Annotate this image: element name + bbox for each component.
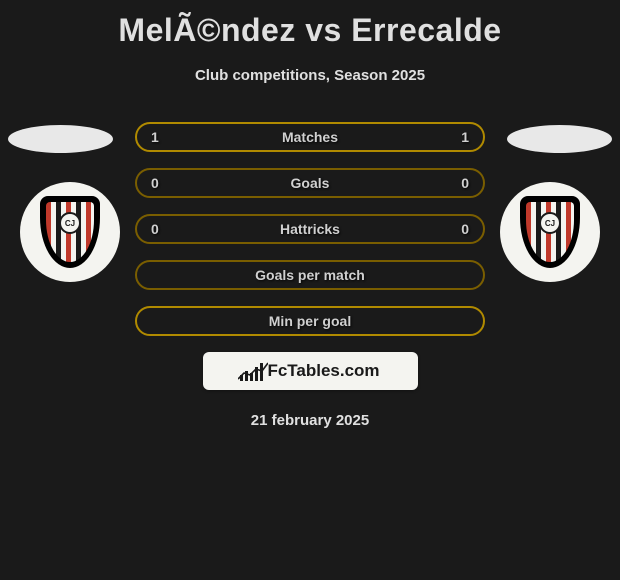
branding-text: FcTables.com bbox=[267, 361, 379, 381]
stat-row: Min per goal bbox=[135, 306, 485, 336]
stat-value-left: 1 bbox=[151, 129, 191, 145]
stat-value-left: 0 bbox=[151, 175, 191, 191]
stats-table: 1Matches10Goals00Hattricks0Goals per mat… bbox=[135, 122, 485, 336]
comparison-date: 21 february 2025 bbox=[0, 412, 620, 429]
stat-row: 0Hattricks0 bbox=[135, 214, 485, 244]
stat-value-right: 1 bbox=[429, 129, 469, 145]
stat-value-right: 0 bbox=[429, 221, 469, 237]
stat-row: Goals per match bbox=[135, 260, 485, 290]
stat-row: 1Matches1 bbox=[135, 122, 485, 152]
stat-label: Min per goal bbox=[191, 313, 429, 329]
page-subtitle: Club competitions, Season 2025 bbox=[0, 67, 620, 84]
stat-label: Goals per match bbox=[191, 267, 429, 283]
branding-badge: FcTables.com bbox=[203, 352, 418, 390]
stat-value-right: 0 bbox=[429, 175, 469, 191]
halo-right bbox=[507, 125, 612, 153]
team-logo-right: CJ bbox=[500, 182, 600, 282]
stat-value-left: 0 bbox=[151, 221, 191, 237]
shield-badge: CJ bbox=[539, 212, 561, 234]
stat-label: Goals bbox=[191, 175, 429, 191]
shield-icon: CJ bbox=[40, 196, 100, 268]
bar-chart-icon bbox=[240, 361, 263, 381]
page-title: MelÃ©ndez vs Errecalde bbox=[0, 0, 620, 49]
logo-circle: CJ bbox=[20, 182, 120, 282]
stat-label: Hattricks bbox=[191, 221, 429, 237]
comparison-content: CJ CJ 1Matches10Goals00Hattricks0Goals p… bbox=[0, 100, 620, 429]
shield-icon: CJ bbox=[520, 196, 580, 268]
stat-row: 0Goals0 bbox=[135, 168, 485, 198]
halo-left bbox=[8, 125, 113, 153]
logo-circle: CJ bbox=[500, 182, 600, 282]
stat-label: Matches bbox=[191, 129, 429, 145]
shield-badge: CJ bbox=[59, 212, 81, 234]
team-logo-left: CJ bbox=[20, 182, 120, 282]
